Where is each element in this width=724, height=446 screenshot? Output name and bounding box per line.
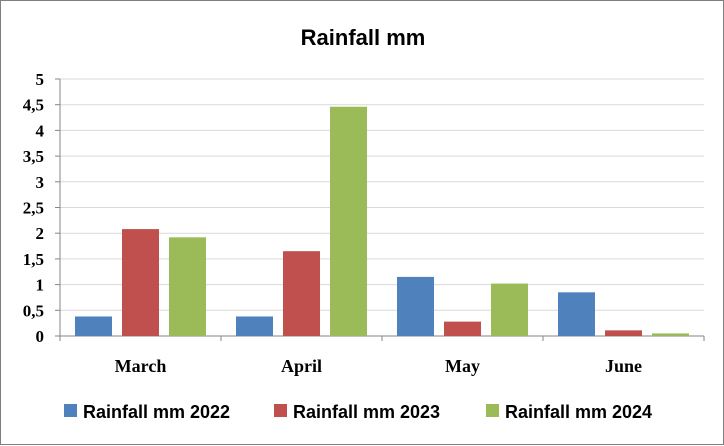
legend-swatch	[64, 404, 77, 417]
bar-march-series-3	[169, 237, 206, 336]
y-tick-label: 3,5	[23, 147, 44, 166]
bar-april-series-2	[283, 251, 320, 336]
bar-june-series-3	[652, 333, 689, 336]
legend-swatch	[274, 404, 287, 417]
legend-label: Rainfall mm 2022	[83, 402, 230, 422]
bar-march-series-1	[75, 316, 112, 336]
bar-june-series-2	[605, 330, 642, 336]
legend-label: Rainfall mm 2023	[293, 402, 440, 422]
y-tick-label: 2,5	[23, 199, 44, 218]
x-tick-label: May	[445, 356, 480, 376]
bar-may-series-3	[491, 283, 528, 336]
legend-swatch	[486, 404, 499, 417]
x-tick-label: June	[605, 356, 642, 376]
y-tick-label: 4	[36, 121, 45, 140]
y-axis-ticks: 0 0,5 1 1,5 2 2,5 3 3,5 4 4,5 5	[23, 70, 45, 346]
bar-april-series-3	[330, 106, 367, 336]
bar-may-series-1	[397, 276, 434, 336]
y-tick-label: 0,5	[23, 301, 44, 320]
legend-label: Rainfall mm 2024	[505, 402, 652, 422]
y-tick-label: 1,5	[23, 250, 44, 269]
bar-may-series-2	[444, 321, 481, 336]
chart-title: Rainfall mm	[301, 25, 426, 50]
bar-march-series-2	[122, 229, 159, 336]
y-tick-label: 2	[36, 224, 45, 243]
bars	[75, 106, 689, 336]
y-tick-label: 3	[36, 173, 45, 192]
x-tick-label: March	[115, 356, 167, 376]
bar-april-series-1	[236, 316, 273, 336]
gridlines	[55, 78, 705, 341]
bar-june-series-1	[558, 292, 595, 336]
y-tick-label: 1	[36, 276, 45, 295]
legend: Rainfall mm 2022 Rainfall mm 2023 Rainfall…	[64, 402, 652, 422]
y-tick-label: 4,5	[23, 96, 44, 115]
x-tick-label: April	[281, 356, 322, 376]
y-tick-label: 5	[36, 70, 45, 89]
y-tick-label: 0	[36, 327, 45, 346]
x-axis-ticks: March April May June	[115, 356, 642, 376]
